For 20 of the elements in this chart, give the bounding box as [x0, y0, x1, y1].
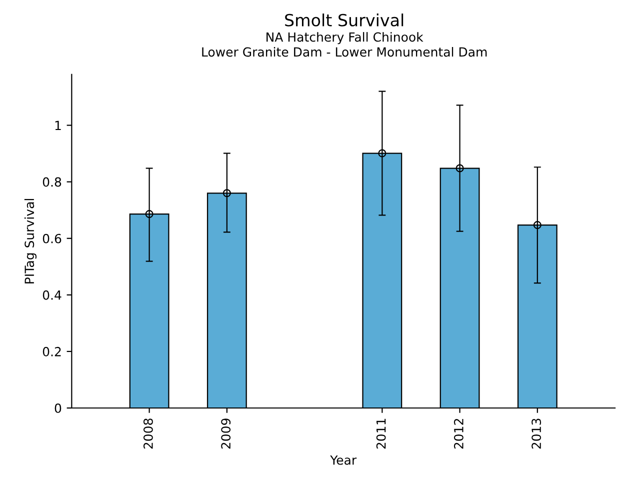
- y-tick-label: 0.4: [42, 290, 62, 300]
- chart-title: Smolt Survival: [285, 14, 404, 26]
- x-tick-label: 2012: [454, 418, 464, 449]
- y-axis-title: PITag Survival: [24, 198, 37, 284]
- x-tick-label: 2011: [376, 418, 386, 449]
- chart-subtitle: NA Hatchery Fall Chinook Lower Granite Dam - Lower Monumental Dam: [202, 32, 487, 57]
- y-tick-label: 0.2: [42, 346, 61, 356]
- x-tick-label: 2009: [221, 418, 231, 449]
- point: [222, 189, 231, 198]
- y-tick-label: 0.6: [42, 234, 62, 244]
- x-axis-title: Year: [330, 455, 357, 465]
- point: [456, 164, 464, 172]
- point: [378, 149, 386, 158]
- x-tick-label: 2008: [143, 418, 153, 449]
- x-tick-label: 2013: [532, 418, 542, 449]
- y-tick-label: 1: [55, 120, 61, 130]
- point: [533, 221, 542, 230]
- y-tick-label: 0.8: [42, 177, 62, 187]
- y-tick-label: 0: [54, 403, 62, 413]
- point: [145, 210, 154, 218]
